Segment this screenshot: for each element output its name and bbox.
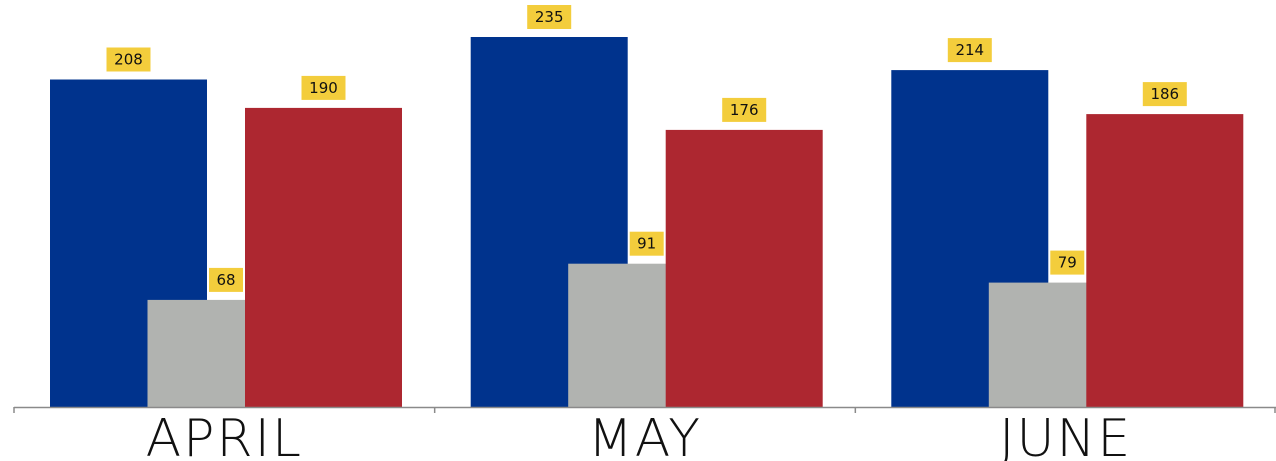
data-label-june-s1: 214: [947, 38, 992, 63]
data-label-april-s3: 190: [301, 75, 346, 100]
x-tick-label-may: MAY: [588, 409, 702, 461]
data-label-text: 176: [730, 101, 759, 119]
x-tick-label-june: JUNE: [999, 409, 1132, 461]
data-label-background: [1050, 250, 1085, 275]
data-label-text: 68: [216, 271, 235, 289]
data-label-text: 79: [1058, 254, 1077, 272]
data-label-background: [527, 5, 572, 29]
data-labels-layer: 208 68 190 235 91 176 214 79 186: [106, 5, 1187, 292]
data-label-june-s3: 186: [1142, 82, 1187, 107]
data-label-background: [301, 75, 346, 100]
data-label-text: 91: [637, 235, 656, 253]
bar-may-s3: [665, 129, 823, 407]
bar-june-s3: [1086, 114, 1244, 407]
data-label-background: [106, 47, 151, 72]
data-label-text: 190: [309, 79, 338, 97]
data-label-may-s3: 176: [722, 97, 767, 122]
data-label-text: 186: [1150, 85, 1179, 103]
data-label-background: [629, 231, 664, 256]
bars-layer: [50, 37, 1244, 408]
data-label-background: [209, 267, 243, 292]
data-label-background: [722, 97, 767, 122]
bar-april-s3: [245, 107, 402, 408]
data-label-april-s2: 68: [209, 267, 243, 292]
data-label-may-s2: 91: [629, 231, 664, 256]
data-label-background: [1142, 82, 1187, 107]
data-label-text: 214: [955, 41, 984, 59]
data-label-april-s1: 208: [106, 47, 151, 72]
x-axis: APRIL MAY JUNE: [13, 406, 1276, 461]
data-label-text: 235: [535, 8, 564, 26]
x-tick-label-april: APRIL: [146, 409, 303, 461]
data-label-may-s1: 235: [527, 5, 572, 29]
data-label-background: [947, 38, 992, 63]
data-label-text: 208: [114, 51, 143, 69]
data-label-june-s2: 79: [1050, 250, 1085, 275]
